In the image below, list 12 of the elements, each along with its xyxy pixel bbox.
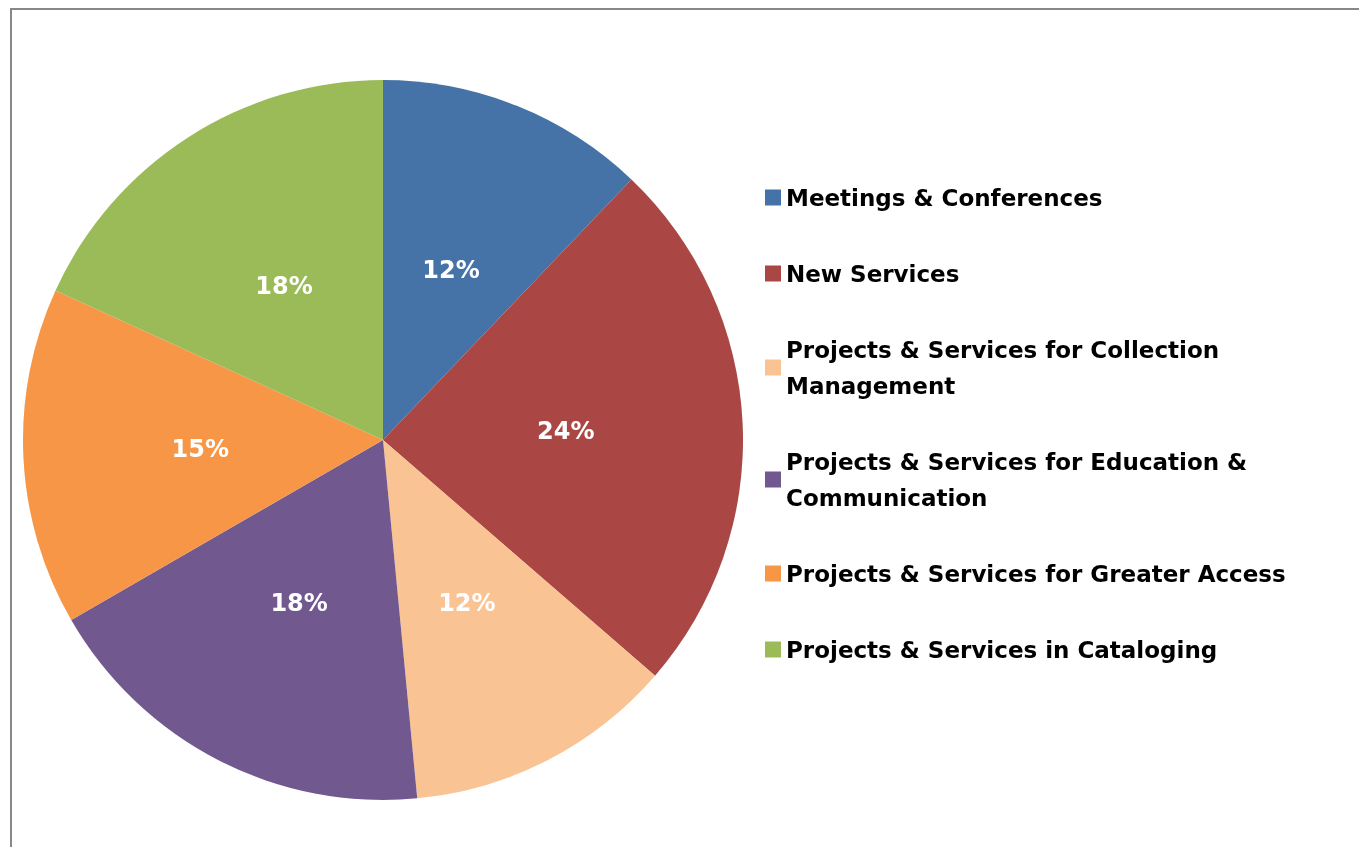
legend-label: Meetings & Conferences [786, 184, 1103, 211]
data-label: 12% [438, 588, 496, 617]
data-label: 12% [422, 256, 480, 285]
data-label: 18% [255, 272, 313, 301]
legend-label: Projects & Services for Education & Communication [786, 448, 1256, 511]
legend-label: New Services [786, 260, 960, 287]
data-label: 15% [171, 434, 229, 463]
legend-label: Projects & Services for Greater Access [786, 560, 1286, 587]
legend-label: Projects & Services for Collection Management [786, 336, 1228, 399]
legend-label: Projects & Services in Cataloging [786, 636, 1218, 663]
data-label: 24% [537, 417, 595, 446]
data-label: 18% [270, 588, 328, 617]
